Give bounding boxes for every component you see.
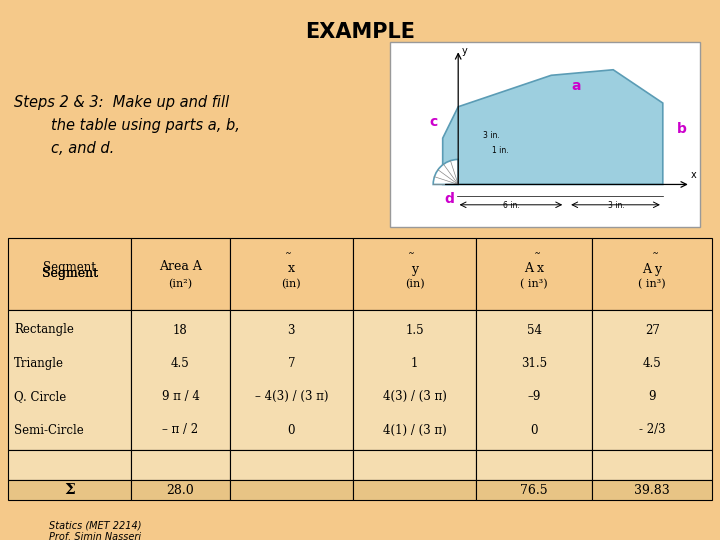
Text: 1: 1 [411,357,418,370]
FancyBboxPatch shape [8,238,131,310]
Text: Σ: Σ [64,483,75,497]
Text: 7: 7 [287,357,295,370]
FancyBboxPatch shape [8,480,131,500]
FancyBboxPatch shape [593,480,712,500]
Polygon shape [443,70,663,185]
Text: Q. Circle: Q. Circle [14,390,66,403]
FancyBboxPatch shape [476,480,593,500]
Text: y: y [462,46,467,56]
FancyBboxPatch shape [131,238,230,310]
Text: (in): (in) [282,279,301,289]
Text: a: a [571,79,581,93]
Text: Segment: Segment [42,267,98,280]
Text: ̃: ̃ [646,253,659,267]
Text: 4(1) / (3 π): 4(1) / (3 π) [383,423,446,436]
FancyBboxPatch shape [593,310,712,450]
FancyBboxPatch shape [230,310,353,450]
Text: – π / 2: – π / 2 [163,423,199,436]
Text: – 4(3) / (3 π): – 4(3) / (3 π) [255,390,328,403]
Text: EXAMPLE: EXAMPLE [305,22,415,42]
Text: c, and d.: c, and d. [14,141,114,156]
Text: 39.83: 39.83 [634,483,670,496]
Text: Area A: Area A [159,260,202,273]
Text: 0: 0 [287,423,295,436]
FancyBboxPatch shape [593,238,712,310]
Text: ( in³): ( in³) [639,279,666,289]
Text: 18: 18 [173,323,188,336]
FancyBboxPatch shape [131,310,230,450]
Text: Semi-Circle: Semi-Circle [14,423,84,436]
FancyBboxPatch shape [230,238,353,310]
Text: 4(3) / (3 π): 4(3) / (3 π) [382,390,446,403]
Text: 0: 0 [531,423,538,436]
FancyBboxPatch shape [131,480,230,500]
Text: 1 in.: 1 in. [492,146,509,155]
Text: 54: 54 [527,323,541,336]
Text: 3 in.: 3 in. [608,201,625,211]
FancyBboxPatch shape [353,480,476,500]
FancyBboxPatch shape [476,310,593,450]
Text: Segment: Segment [42,267,98,280]
Text: Prof. Simin Nasseri: Prof. Simin Nasseri [49,532,141,540]
Text: 9 π / 4: 9 π / 4 [161,390,199,403]
FancyBboxPatch shape [353,238,476,310]
Text: 3: 3 [287,323,295,336]
Text: 6 in.: 6 in. [503,201,519,211]
Text: b: b [677,122,686,136]
FancyBboxPatch shape [353,310,476,450]
FancyBboxPatch shape [476,238,593,310]
Text: ( in³): ( in³) [521,279,548,289]
Wedge shape [433,159,458,185]
Text: 28.0: 28.0 [166,483,194,496]
FancyBboxPatch shape [131,450,230,480]
Text: - 2/3: - 2/3 [639,423,665,436]
FancyBboxPatch shape [230,450,353,480]
Text: d: d [444,192,454,206]
Text: 31.5: 31.5 [521,357,547,370]
FancyBboxPatch shape [8,450,131,480]
Text: the table using parts a, b,: the table using parts a, b, [14,118,240,133]
Text: A x: A x [524,262,544,275]
FancyBboxPatch shape [230,480,353,500]
FancyBboxPatch shape [8,310,131,450]
Text: 4.5: 4.5 [171,357,190,370]
Text: (in): (in) [405,279,424,289]
Text: x: x [288,262,295,275]
Text: y: y [411,262,418,275]
Text: 9: 9 [649,390,656,403]
Text: Triangle: Triangle [14,357,64,370]
Text: 4.5: 4.5 [643,357,662,370]
Text: Segment: Segment [43,260,96,273]
Text: A y: A y [642,262,662,275]
Text: Rectangle: Rectangle [14,323,74,336]
Text: Steps 2 & 3:  Make up and fill: Steps 2 & 3: Make up and fill [14,95,229,110]
Text: ̃: ̃ [528,253,541,267]
FancyBboxPatch shape [353,450,476,480]
FancyBboxPatch shape [593,450,712,480]
Text: 76.5: 76.5 [521,483,548,496]
FancyBboxPatch shape [476,450,593,480]
Text: Statics (MET 2214): Statics (MET 2214) [49,520,141,530]
Text: –9: –9 [528,390,541,403]
Text: (in²): (in²) [168,279,192,289]
Text: 27: 27 [644,323,660,336]
Text: x: x [690,170,696,180]
Text: 1.5: 1.5 [405,323,424,336]
Text: 3 in.: 3 in. [483,131,500,140]
FancyBboxPatch shape [390,42,700,227]
Text: c: c [429,114,438,129]
